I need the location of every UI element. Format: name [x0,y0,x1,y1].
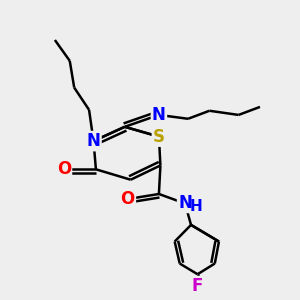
Text: F: F [192,277,203,295]
Text: O: O [57,160,71,178]
Text: H: H [190,199,203,214]
Text: N: N [87,132,100,150]
Text: S: S [153,128,165,146]
Text: O: O [121,190,135,208]
Text: N: N [178,194,192,212]
Text: N: N [152,106,166,124]
